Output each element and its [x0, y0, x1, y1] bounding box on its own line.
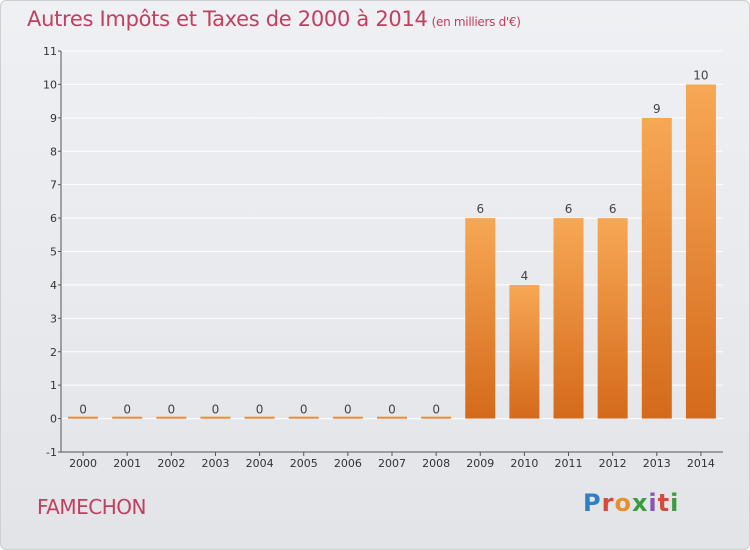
chart-title: Autres Impôts et Taxes de 2000 à 2014 (en…: [27, 7, 521, 31]
y-tick-label: 9: [50, 112, 57, 125]
x-tick-label: 2006: [334, 457, 362, 470]
data-label: 6: [609, 202, 617, 216]
x-tick-label: 2003: [201, 457, 229, 470]
x-tick-label: 2000: [69, 457, 97, 470]
bar: [244, 416, 275, 419]
bar: [332, 416, 363, 419]
data-label: 0: [344, 403, 352, 417]
x-tick-label: 2010: [510, 457, 538, 470]
data-label: 0: [212, 403, 220, 417]
data-label: 0: [256, 403, 264, 417]
x-tick-label: 2012: [599, 457, 627, 470]
data-label: 0: [123, 403, 131, 417]
y-tick-label: 10: [43, 78, 57, 91]
x-tick-label: 2008: [422, 457, 450, 470]
x-tick-label: 2014: [687, 457, 715, 470]
data-labels: 0 0 0 0 0 0 0 0 0 6 4 6 6 9 10: [79, 68, 708, 416]
y-tick-label: 6: [50, 212, 57, 225]
title-text: Autres Impôts et Taxes de 2000 à 2014: [27, 7, 428, 31]
y-tick-label: 7: [50, 179, 57, 192]
bar: [509, 284, 540, 419]
y-tick-label: 0: [50, 413, 57, 426]
y-tick-label: 11: [43, 45, 57, 58]
x-tick-label: 2011: [555, 457, 583, 470]
bar: [597, 218, 628, 419]
data-label: 4: [521, 269, 529, 283]
bar: [156, 416, 187, 419]
x-tick-label: 2007: [378, 457, 406, 470]
x-tick-label: 2005: [290, 457, 318, 470]
bar: [68, 416, 99, 419]
bar: [288, 416, 319, 419]
x-tick-label: 2009: [466, 457, 494, 470]
y-tick-label: 5: [50, 246, 57, 259]
data-label: 0: [432, 403, 440, 417]
bar: [465, 218, 496, 419]
data-label: 6: [565, 202, 573, 216]
bar: [641, 117, 672, 419]
commune-name: FAMECHON: [37, 495, 146, 519]
bar: [112, 416, 143, 419]
y-tick-label: -1: [46, 446, 57, 459]
data-label: 9: [653, 102, 661, 116]
bars: [68, 84, 716, 419]
y-tick-label: 1: [50, 379, 57, 392]
bar: [200, 416, 231, 419]
x-tick-label: 2013: [643, 457, 671, 470]
proxiti-logo: Proxiti: [583, 489, 680, 517]
y-tick-label: 8: [50, 145, 57, 158]
bar: [685, 84, 716, 419]
x-tick-label: 2002: [157, 457, 185, 470]
y-tick-label: 2: [50, 346, 57, 359]
bar: [421, 416, 452, 419]
x-tick-label: 2004: [246, 457, 274, 470]
y-tick-label: 3: [50, 312, 57, 325]
data-label: 0: [300, 403, 308, 417]
y-tick-label: 4: [50, 279, 57, 292]
data-label: 0: [79, 403, 87, 417]
data-label: 0: [388, 403, 396, 417]
data-label: 6: [476, 202, 484, 216]
title-unit: (en milliers d'€): [431, 15, 521, 29]
x-tick-label: 2001: [113, 457, 141, 470]
bar: [377, 416, 407, 419]
data-label: 10: [693, 68, 708, 82]
bar: [553, 218, 584, 419]
data-label: 0: [168, 403, 176, 417]
axes: -1 0 1 2 3 4 5 6 7 8 9 10 11 2000 2001 2002 2003 2004 2005…: [43, 45, 723, 470]
